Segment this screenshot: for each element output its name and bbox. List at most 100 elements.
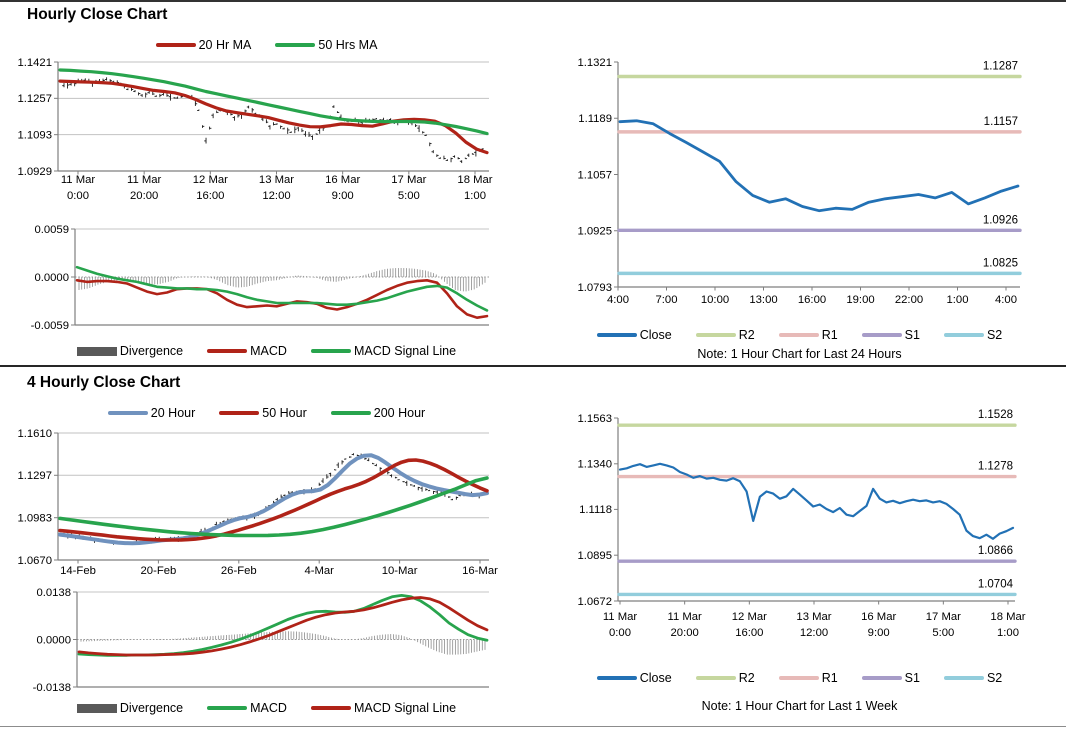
legend-box-swatch: [76, 703, 117, 713]
x-tick-label: 1:00: [947, 294, 969, 306]
legend-label: 20 Hr MA: [198, 38, 252, 52]
legend-line-swatch: [943, 676, 984, 680]
legend-label: MACD Signal Line: [353, 344, 457, 358]
y-tick-label: 1.1321: [577, 57, 612, 69]
legend-label: S1: [904, 671, 920, 685]
pivot-label-r1: 1.1157: [984, 116, 1018, 128]
x-tick-label: 16:00: [196, 190, 224, 202]
legend-item-200-hour: 200 Hour: [330, 406, 426, 420]
legend-line-swatch: [155, 43, 196, 47]
x-tick-label: 4:00: [995, 294, 1017, 306]
fourhour_macd-svg: 0.0138 0.0000 -0.0138: [33, 587, 489, 694]
legend-line-swatch: [330, 411, 371, 415]
legend-label: MACD Signal Line: [353, 701, 457, 715]
legend-label: 50 Hrs MA: [318, 38, 378, 52]
x-tick-label: 18 Mar: [457, 174, 492, 186]
legend-item-r1: R1: [778, 328, 838, 342]
x-tick-label: 14-Feb: [60, 565, 96, 577]
x-tick-label: 16-Mar: [462, 565, 498, 577]
x-tick-label: 22:00: [895, 294, 923, 306]
legend-line-swatch: [861, 333, 902, 337]
bottom-divider: [0, 726, 1066, 727]
page-title-hourly: Hourly Close Chart: [27, 6, 168, 23]
series-line-50-hrs-ma: [58, 68, 489, 136]
legend-label: Close: [639, 328, 672, 342]
legend-item-s1: S1: [861, 671, 920, 685]
series-line-200-hour: [58, 476, 489, 538]
legend-label: R1: [821, 671, 838, 685]
series-line-macd-signal-line: [75, 265, 489, 312]
x-tick-label: 11 Mar: [61, 174, 96, 186]
legend-label: MACD: [250, 701, 287, 715]
hourly_price-svg: 1.1421 1.1257 1.1093 1.0929 11 Mar 0:00 11 Mar…: [17, 57, 492, 202]
x-tick-label: 20-Feb: [141, 565, 177, 577]
x-tick-label: 12:00: [262, 190, 290, 202]
legend-label: 50 Hour: [262, 406, 307, 420]
legend-item-s2: S2: [943, 328, 1003, 342]
x-tick-label: 11 Mar: [603, 611, 638, 623]
y-tick-label: 1.1297: [17, 470, 52, 482]
legend-label: S2: [986, 671, 1003, 685]
legend-item-close: Close: [596, 328, 672, 342]
legend-line-swatch: [310, 349, 351, 353]
legend-line-swatch: [695, 676, 736, 680]
y-tick-label: 1.1340: [577, 459, 612, 471]
y-tick-label: 1.1610: [17, 428, 52, 440]
legend-line-swatch: [778, 676, 819, 680]
y-tick-label: 0.0000: [34, 272, 69, 284]
legend-line-swatch: [778, 333, 819, 337]
legend-hourly-macd: Divergence MACD MACD Signal Line: [0, 343, 533, 359]
legend-line-swatch: [861, 676, 902, 680]
x-tick-label: 12 Mar: [193, 174, 228, 186]
legend-label: Divergence: [119, 701, 184, 715]
y-tick-label: 1.0895: [577, 550, 612, 562]
legend-line-swatch: [207, 706, 248, 710]
series-line-close: [618, 462, 1015, 540]
4hourly-close-chart: 1.1610 1.1297 1.0983 1.0670 14-Feb 20-Feb 26-F…: [0, 424, 533, 585]
legend-pivot-24h: Close R2 R1 S1 S2: [533, 327, 1066, 343]
y-tick-label: 0.0138: [36, 587, 71, 599]
legend-label: R2: [738, 328, 755, 342]
legend-item-20-hr-ma: 20 Hr MA: [155, 38, 252, 52]
legend-item-macd: MACD: [207, 701, 287, 715]
y-tick-label: 1.1057: [577, 169, 612, 181]
pivot-label-r2: 1.1287: [983, 60, 1018, 72]
legend-item-50-hrs-ma: 50 Hrs MA: [275, 38, 377, 52]
legend-label: 20 Hour: [150, 406, 196, 420]
legend-label: S2: [986, 328, 1003, 342]
y-tick-label: -0.0059: [31, 320, 69, 332]
pivot-label-s2: 1.0825: [983, 257, 1018, 269]
x-tick-label: 0:00: [67, 190, 89, 202]
pivot-24h-chart: 1.1321 1.1189 1.1057 1.0925 1.0793 4:00 7:00 10…: [533, 36, 1066, 331]
x-tick-label: 12 Mar: [732, 611, 767, 623]
legend-item-macd: MACD: [207, 344, 287, 358]
hourly_macd-svg: 0.0059 0.0000 -0.0059: [31, 224, 489, 332]
legend-line-swatch: [596, 676, 637, 680]
x-tick-label: 13:00: [749, 294, 777, 306]
x-tick-label: 1:00: [464, 190, 486, 202]
legend-line-swatch: [207, 349, 248, 353]
x-tick-label: 4:00: [607, 294, 629, 306]
legend-label: S1: [904, 328, 920, 342]
legend-pivot-week: Close R2 R1 S1 S2: [533, 670, 1066, 686]
series-line-macd: [75, 279, 489, 319]
hourly-macd-chart: 0.0059 0.0000 -0.0059: [0, 215, 533, 340]
x-tick-label: 18 Mar: [990, 611, 1025, 623]
x-tick-label: 5:00: [932, 627, 954, 639]
pivot-label-s1: 1.0866: [978, 545, 1013, 557]
divergence-bars: [78, 268, 486, 292]
y-tick-label: 1.0793: [577, 282, 612, 294]
x-tick-label: 17 Mar: [926, 611, 961, 623]
legend-line-swatch: [107, 411, 148, 415]
legend-item-20-hour: 20 Hour: [107, 406, 196, 420]
middle-divider: [0, 365, 1066, 367]
page-title-4hourly: 4 Hourly Close Chart: [27, 374, 181, 391]
x-tick-label: 13 Mar: [796, 611, 831, 623]
legend-hourly-ma: 20 Hr MA 50 Hrs MA: [0, 37, 533, 53]
x-tick-label: 16:00: [798, 294, 826, 306]
legend-label: 200 Hour: [373, 406, 426, 420]
series-line-20-hour: [58, 453, 489, 546]
legend-item-r1: R1: [778, 671, 838, 685]
legend-line-swatch: [275, 43, 316, 47]
